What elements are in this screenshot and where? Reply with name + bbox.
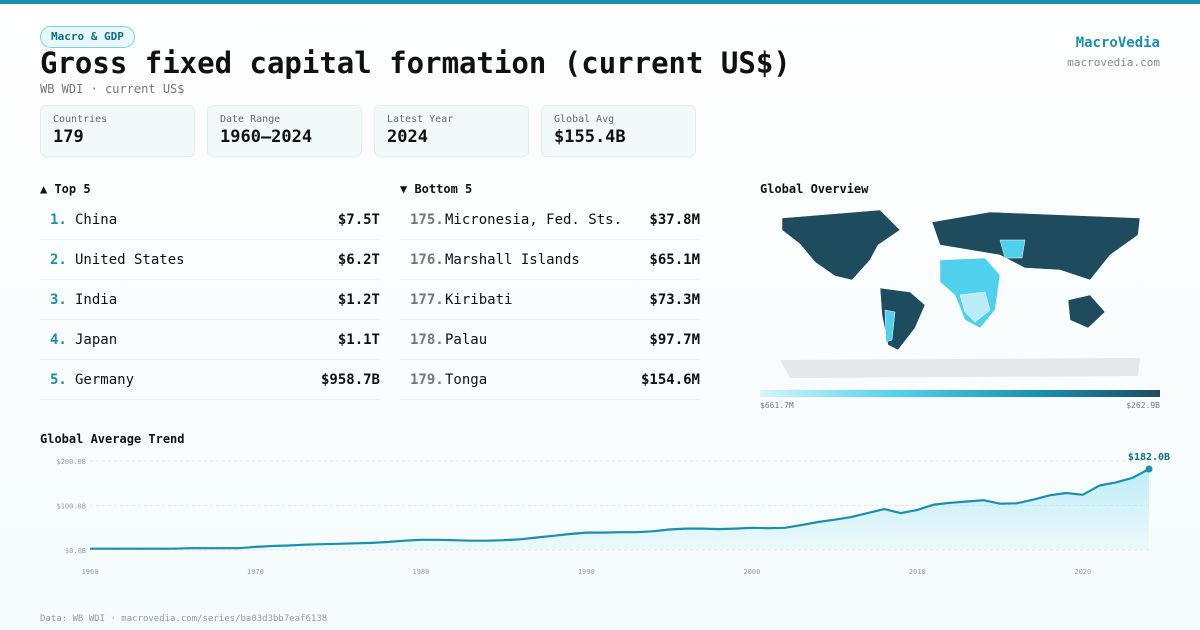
x-tick-label: 2000 xyxy=(743,568,760,576)
stat-label: Countries xyxy=(53,114,108,125)
site[interactable]: macrovedia.com xyxy=(1067,56,1160,69)
world-map: $661.7M $262.9B xyxy=(760,209,1160,410)
rank: 175. xyxy=(410,212,444,228)
rank: 3. xyxy=(50,292,67,308)
country: India xyxy=(75,292,118,308)
rank: 178. xyxy=(410,332,444,348)
rank: 179. xyxy=(410,372,444,388)
rank: 5. xyxy=(50,372,67,388)
rank: 176. xyxy=(410,252,444,268)
section-title: Global Overview xyxy=(760,182,869,196)
antarctica xyxy=(780,358,1140,378)
stat-card: Global Avg $155.4B xyxy=(541,105,696,157)
x-tick-label: 1970 xyxy=(247,568,264,576)
stat-label: Latest Year xyxy=(387,114,454,125)
country: United States xyxy=(75,252,185,268)
x-tick-label: 1960 xyxy=(82,568,99,576)
list-row: 179. Tonga $154.6M xyxy=(400,360,700,400)
end-point xyxy=(1145,465,1153,473)
stat-value: $155.4B xyxy=(554,127,626,147)
list-row: 175. Micronesia, Fed. Sts. $37.8M xyxy=(400,200,700,240)
country: Tonga xyxy=(445,372,488,388)
stat-card: Countries 179 xyxy=(40,105,195,157)
stat-value: 2024 xyxy=(387,127,428,147)
scale-max: $262.9B xyxy=(1126,401,1160,410)
value: $1.1T xyxy=(337,332,380,348)
stat-card: Date Range 1960–2024 xyxy=(207,105,362,157)
value: $97.7M xyxy=(649,332,700,348)
stat-card: Latest Year 2024 xyxy=(374,105,529,157)
page-title: Gross fixed capital formation (current U… xyxy=(40,46,791,80)
country: Marshall Islands xyxy=(445,252,580,268)
value: $7.5T xyxy=(337,212,380,228)
scale-min: $661.7M xyxy=(760,401,794,410)
value: $37.8M xyxy=(649,212,700,228)
value: $73.3M xyxy=(649,292,700,308)
list-row: 178. Palau $97.7M xyxy=(400,320,700,360)
map-shapes-light xyxy=(884,239,1026,343)
stat-value: 179 xyxy=(53,127,84,147)
chart-title: Global Average Trend xyxy=(40,432,185,446)
x-tick-label: 1980 xyxy=(413,568,430,576)
country: Germany xyxy=(75,372,135,388)
country: China xyxy=(75,212,118,228)
x-tick-label: 1990 xyxy=(578,568,595,576)
rank: 1. xyxy=(50,212,67,228)
stat-label: Global Avg xyxy=(554,114,615,125)
country: Japan xyxy=(75,332,118,348)
area xyxy=(90,469,1149,550)
brand[interactable]: MacroVedia xyxy=(1075,35,1160,51)
rank: 2. xyxy=(50,252,67,268)
color-scale xyxy=(760,390,1160,397)
value: $154.6M xyxy=(640,372,700,388)
rank: 4. xyxy=(50,332,67,348)
section-title: ▼ Bottom 5 xyxy=(400,182,473,196)
stat-label: Date Range xyxy=(220,114,281,125)
y-tick-label: $200.0B xyxy=(56,458,86,466)
y-tick-label: $0.0B xyxy=(65,547,86,555)
country: Kiribati xyxy=(445,292,513,308)
list-row: 5. Germany $958.7B xyxy=(40,360,380,400)
category-tag[interactable]: Macro & GDP xyxy=(40,26,135,48)
rank: 177. xyxy=(410,292,444,308)
value: $6.2T xyxy=(337,252,380,268)
list-row: 1. China $7.5T xyxy=(40,200,380,240)
value: $1.2T xyxy=(337,292,380,308)
x-tick-label: 2010 xyxy=(909,568,926,576)
y-tick-label: $100.0B xyxy=(56,503,86,511)
value: $65.1M xyxy=(649,252,700,268)
stat-value: 1960–2024 xyxy=(220,127,313,147)
list-row: 3. India $1.2T xyxy=(40,280,380,320)
list-row: 2. United States $6.2T xyxy=(40,240,380,280)
line xyxy=(90,468,1150,550)
value: $958.7B xyxy=(320,372,380,388)
list-row: 176. Marshall Islands $65.1M xyxy=(400,240,700,280)
section-title: ▲ Top 5 xyxy=(40,182,91,196)
end-label: $182.0B xyxy=(1128,452,1170,463)
top-bar xyxy=(0,0,1200,4)
subtitle: WB WDI · current US$ xyxy=(40,82,185,96)
list-row: 4. Japan $1.1T xyxy=(40,320,380,360)
footer: Data: WB WDI · macrovedia.com/series/ba0… xyxy=(40,614,328,624)
country: Palau xyxy=(445,332,488,348)
trend-chart: $0.0B $100.0B $200.0B 1960 1970 1980 1990 2000 2… xyxy=(56,452,1170,576)
x-tick-label: 2020 xyxy=(1074,568,1091,576)
country: Micronesia, Fed. Sts. xyxy=(445,212,623,228)
list-row: 177. Kiribati $73.3M xyxy=(400,280,700,320)
